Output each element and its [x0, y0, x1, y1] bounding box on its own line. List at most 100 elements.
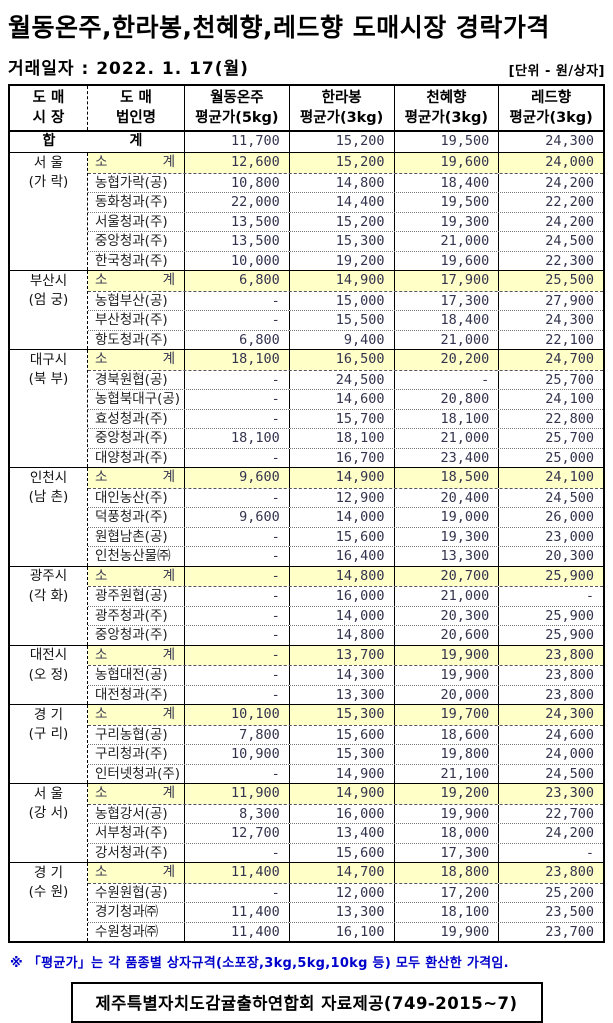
market-name-line-1: 인천시 — [29, 469, 68, 486]
source-box: 제주특별자치도감귤출하연합회 자료제공(749-2015~7) — [70, 982, 543, 1023]
header-line-2: 평균가(3kg) — [404, 110, 489, 126]
header-cell-redhyang: 레드향 평균가(3kg) — [498, 86, 603, 130]
subtotal-label-part: 계 — [162, 351, 175, 367]
price-cell: 19,600 — [393, 153, 499, 173]
price-cell: - — [184, 291, 289, 310]
price-cell: 24,100 — [498, 468, 603, 488]
price-cell: 16,100 — [288, 922, 394, 941]
corp-row: 효성청과(주) -15,700 18,100 22,800 — [88, 408, 603, 428]
corp-row: 구리청과(주) 10,900 15,300 19,800 24,000 — [88, 744, 603, 764]
price-cell: 14,800 — [288, 566, 394, 586]
subtotal-row: 소 계 11,900 14,900 19,200 23,300 — [88, 784, 603, 804]
price-cell: 14,800 — [288, 173, 394, 192]
corp-row: 구리농협(공) 7,800 15,600 18,600 24,600 — [88, 724, 603, 744]
price-cell: 24,100 — [498, 390, 603, 409]
corp-row: 서부청과(주) 12,700 13,400 18,000 24,200 — [88, 823, 603, 843]
corp-name-cell: 부산청과(주) — [95, 312, 168, 328]
header-cell-corporation: 도 매 법인명 — [88, 86, 184, 130]
price-cell: 22,300 — [498, 251, 603, 270]
price-cell: 25,500 — [498, 271, 603, 291]
price-cell: 21,000 — [393, 232, 499, 251]
corp-row: 강서청과(주) -15,600 17,300- — [88, 842, 603, 862]
price-cell: 15,300 — [288, 232, 394, 251]
header-cell-hallabong: 한라봉 평균가(3kg) — [288, 86, 394, 130]
corp-row: 농협대전(공) -14,300 19,900 23,800 — [88, 665, 603, 685]
header-line-2: 평균가(5kg) — [195, 110, 279, 126]
price-cell: 10,100 — [184, 705, 289, 725]
header-line-2: 시 장 — [32, 110, 65, 126]
corp-name-cell: 수원원협(공) — [95, 884, 168, 901]
price-cell: 14,300 — [288, 666, 394, 685]
price-cell: 11,400 — [184, 863, 289, 883]
corp-name-cell: 농협부산(공) — [95, 292, 168, 309]
price-cell: 13,500 — [184, 232, 289, 251]
corp-name-cell: 구리청과(주) — [95, 746, 168, 762]
market-name-line-1: 서 울 — [33, 785, 64, 802]
corp-name-cell: 대양청과(주) — [95, 449, 168, 466]
corp-row: 농협강서(공) 8,300 16,000 19,900 22,700 — [88, 803, 603, 823]
corp-name-cell: 효성청과(주) — [95, 410, 168, 427]
header-line-2: 평균가(3kg) — [509, 110, 593, 126]
price-cell: 14,900 — [288, 764, 394, 783]
price-cell: 15,000 — [288, 291, 394, 310]
price-cell: 25,900 — [498, 606, 603, 625]
market-group: 서 울 (강 서) 소 계 11,900 14,900 19,200 23,300 농협강서(공… — [10, 783, 603, 862]
price-cell: 18,100 — [393, 409, 499, 428]
price-cell: 19,900 — [393, 666, 499, 685]
price-cell: - — [184, 666, 289, 685]
corp-name-cell: 광주청과(주) — [95, 607, 168, 624]
market-name-line-2: (수 원) — [28, 884, 69, 900]
subtotal-label-part: 소 — [95, 864, 108, 880]
corp-row: 경기청과㈜ 11,400 13,300 18,100 23,500 — [88, 902, 603, 922]
header-cell-woldongonju: 월동온주 평균가(5kg) — [184, 86, 289, 130]
price-cell: 22,800 — [498, 409, 603, 428]
price-cell: 12,600 — [184, 153, 289, 173]
price-cell: - — [184, 547, 289, 566]
price-cell: 9,600 — [184, 508, 289, 527]
price-cell: 13,300 — [288, 903, 394, 922]
corp-row: 대전청과(주) -13,300 20,000 23,800 — [88, 684, 603, 704]
price-cell: 15,600 — [288, 527, 394, 546]
price-cell: - — [498, 587, 603, 606]
price-cell: 19,200 — [393, 784, 499, 804]
price-cell: 24,600 — [498, 725, 603, 744]
price-cell: 17,200 — [393, 883, 499, 902]
subtotal-label-part: 계 — [162, 646, 175, 663]
subtotal-row: 소 계 12,600 15,200 19,600 24,000 — [88, 153, 603, 173]
price-cell: - — [184, 645, 289, 665]
price-cell: 24,500 — [498, 232, 603, 251]
price-cell: 11,700 — [184, 132, 289, 152]
subtotal-label-part: 소 — [95, 351, 108, 367]
price-cell: 14,400 — [288, 193, 394, 212]
corp-name-cell: 중앙청과(주) — [95, 430, 168, 446]
market-name-line-2: (가 락) — [28, 174, 69, 190]
group-rows: 소 계 11,900 14,900 19,200 23,300 농협강서(공) 8,300 16… — [88, 784, 603, 862]
price-cell: 24,300 — [498, 705, 603, 725]
price-cell: 11,400 — [184, 922, 289, 941]
price-cell: 13,300 — [288, 685, 394, 704]
corp-name-cell: 한국청과(주) — [95, 252, 168, 269]
subtotal-label-part: 계 — [162, 706, 175, 722]
market-name-line-1: 부산시 — [29, 272, 68, 289]
price-cell: 11,900 — [184, 784, 289, 804]
group-rows: 소 계 6,800 14,900 17,900 25,500 농협부산(공) -15,000 1… — [88, 271, 603, 349]
price-cell: 18,100 — [393, 903, 499, 922]
corp-row: 중앙청과(주) 13,500 15,300 21,000 24,500 — [88, 231, 603, 251]
corp-row: 인터넷청과(주) -14,900 21,100 24,500 — [88, 763, 603, 783]
group-rows: 소 계 9,600 14,900 18,500 24,100 대인농산(주) -12,900 2… — [88, 468, 603, 566]
price-cell: 20,400 — [393, 488, 499, 507]
corp-name-cell: 동화청과(주) — [95, 194, 168, 210]
market-name-line-2: (북 부) — [28, 371, 69, 387]
price-cell: 25,000 — [498, 448, 603, 467]
corp-row: 광주원협(공) -16,000 21,000- — [88, 586, 603, 606]
footnote: ※ 「평균가」는 각 품종별 상자규격(소포장,3kg,5kg,10kg 등) … — [10, 956, 509, 971]
price-cell: - — [184, 587, 289, 606]
price-cell: 12,000 — [288, 883, 394, 902]
header-line-1: 도 매 — [120, 89, 152, 106]
